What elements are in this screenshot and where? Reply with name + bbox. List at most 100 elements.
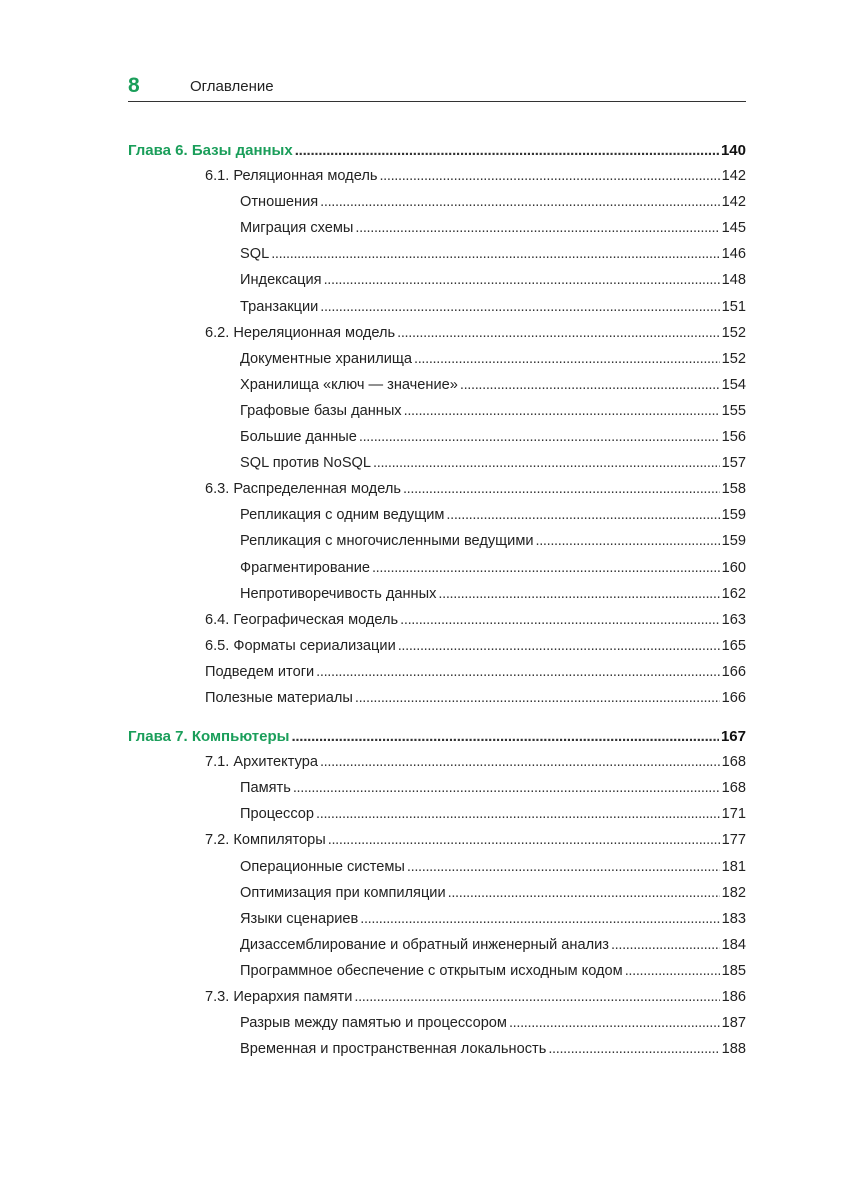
toc-entry: Индексация 148 [128, 272, 746, 298]
dot-leader [316, 806, 720, 822]
toc-entry-page: 155 [721, 402, 746, 419]
dot-leader [438, 586, 719, 602]
toc-entry-title: Фрагментирование [240, 559, 370, 576]
toc-entry-page: 165 [721, 637, 746, 654]
toc-entry: Полезные материалы 166 [128, 690, 746, 716]
toc-entry-title: 7.2. Компиляторы [205, 832, 326, 849]
toc-entry: Фрагментирование 160 [128, 560, 746, 586]
toc-entry-title: Транзакции [240, 298, 319, 315]
toc-entry: Миграция схемы 145 [128, 220, 746, 246]
dot-leader [359, 429, 720, 445]
dot-leader [403, 481, 720, 497]
dot-leader [271, 246, 719, 262]
table-of-contents: Глава 6. Базы данных 140 6.1. Реляционная … [128, 142, 746, 1067]
toc-entry: Операционные системы 181 [128, 859, 746, 885]
dot-leader [448, 885, 720, 901]
toc-entry-title: Глава 6. Базы данных [128, 142, 293, 159]
toc-entry-page: 187 [721, 1015, 746, 1032]
toc-entry-title: 6.2. Нереляционная модель [205, 324, 396, 341]
dot-leader [414, 351, 720, 367]
toc-entry: Большие данные 156 [128, 429, 746, 455]
toc-entry-page: 152 [721, 324, 746, 341]
toc-entry-title: 6.5. Форматы сериализации [205, 637, 396, 654]
dot-leader [404, 403, 720, 419]
dot-leader [625, 963, 720, 979]
toc-entry: Подведем итоги 166 [128, 664, 746, 690]
dot-leader [320, 194, 719, 210]
toc-entry-title: Память [240, 780, 291, 797]
toc-entry-page: 166 [721, 663, 746, 680]
toc-entry-page: 168 [721, 754, 746, 771]
toc-entry-page: 168 [721, 780, 746, 797]
toc-entry-page: 146 [721, 246, 746, 263]
dot-leader [354, 989, 719, 1005]
toc-entry: 7.2. Компиляторы 177 [128, 832, 746, 858]
dot-leader [291, 728, 719, 745]
toc-entry-title: Дизассемблирование и обратный инженерный… [240, 936, 609, 953]
toc-entry-title: Репликация с одним ведущим [240, 507, 445, 524]
dot-leader [536, 533, 720, 549]
toc-entry-page: 142 [721, 194, 746, 211]
toc-entry-page: 162 [721, 585, 746, 602]
toc-entry-title: Большие данные [240, 429, 357, 446]
toc-entry: Оптимизация при компиляции 182 [128, 885, 746, 911]
dot-leader [320, 299, 719, 315]
toc-entry-title: Полезные материалы [205, 689, 353, 706]
dot-leader [324, 272, 720, 288]
toc-entry: Процессор 171 [128, 806, 746, 832]
toc-entry-page: 166 [721, 689, 746, 706]
toc-entry: Транзакции 151 [128, 299, 746, 325]
toc-entry-title: 7.3. Иерархия памяти [205, 989, 353, 1005]
toc-entry-title: SQL против NoSQL [240, 455, 372, 472]
dot-leader [398, 638, 720, 654]
toc-entry-title: Программное обеспечение с открытым исход… [240, 962, 623, 979]
toc-chapter: Глава 7. Компьютеры 167 [128, 728, 746, 754]
dot-leader [611, 937, 720, 953]
toc-entry-page: 163 [721, 611, 746, 628]
toc-entry-page: 140 [720, 142, 746, 159]
dot-leader [460, 377, 720, 393]
dot-leader [373, 455, 720, 471]
toc-entry-page: 184 [721, 936, 746, 953]
toc-entry: Непротиворечивость данных 162 [128, 586, 746, 612]
toc-entry: Репликация с одним ведущим 159 [128, 507, 746, 533]
toc-entry-title: Процессор [240, 806, 315, 823]
toc-entry-title: Отношения [240, 194, 319, 211]
dot-leader [400, 612, 719, 628]
toc-chapter: Глава 6. Базы данных 140 [128, 142, 746, 168]
toc-entry-title: Непротиворечивость данных [240, 585, 437, 602]
dot-leader [295, 142, 719, 159]
toc-entry-title: 7.1. Архитектура [205, 754, 318, 771]
toc-entry-page: 177 [721, 832, 746, 849]
toc-entry: Память 168 [128, 780, 746, 806]
dot-leader [372, 560, 720, 576]
toc-entry-page: 142 [721, 168, 746, 185]
toc-entry: SQL 146 [128, 246, 746, 272]
toc-entry: SQL против NoSQL 157 [128, 455, 746, 481]
toc-entry-page: 148 [721, 272, 746, 289]
toc-entry-page: 159 [721, 507, 746, 524]
dot-leader [328, 832, 720, 848]
toc-entry-page: 186 [721, 989, 746, 1005]
dot-leader [509, 1015, 720, 1031]
toc-entry-title: Языки сценариев [240, 910, 359, 927]
toc-entry: Репликация с многочисленными ведущими 159 [128, 533, 746, 559]
dot-leader [446, 507, 719, 523]
toc-entry-page: 159 [721, 533, 746, 550]
toc-entry-title: Глава 7. Компьютеры [128, 728, 290, 746]
toc-entry: Хранилища «ключ — значение» 154 [128, 377, 746, 403]
dot-leader [320, 754, 720, 770]
toc-entry-page: 181 [721, 858, 746, 875]
toc-entry: Программное обеспечение с открытым исход… [128, 963, 746, 989]
dot-leader [548, 1041, 719, 1057]
toc-entry-page: 182 [721, 884, 746, 901]
toc-entry-title: Репликация с многочисленными ведущими [240, 533, 534, 550]
toc-entry-page: 156 [721, 429, 746, 446]
toc-entry-title: Документные хранилища [240, 350, 412, 367]
toc-entry-page: 157 [721, 455, 746, 472]
toc-entry-title: Временная и пространственная локальность [240, 1041, 547, 1058]
toc-entry: Языки сценариев 183 [128, 911, 746, 937]
toc-entry-title: 6.4. Географическая модель [205, 611, 399, 628]
toc-entry-title: 6.3. Распределенная модель [205, 481, 401, 498]
toc-entry: Временная и пространственная локальность… [128, 1041, 746, 1067]
